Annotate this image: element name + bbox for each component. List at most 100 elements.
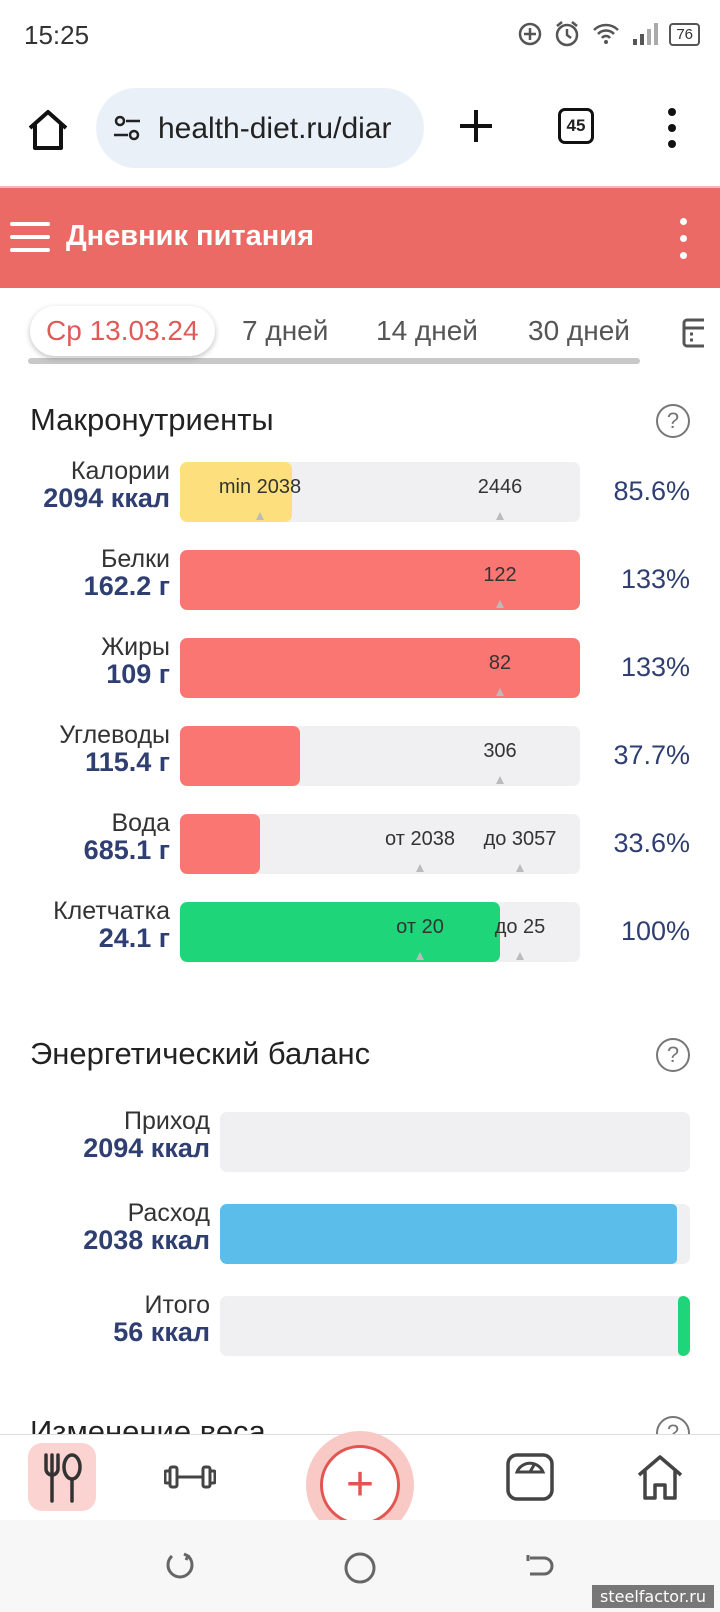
bottom-navigation: + xyxy=(0,1431,720,1539)
back-icon[interactable] xyxy=(522,1550,558,1586)
macro-row: Калории 2094 ккал min 2038 2446 85.6% xyxy=(0,457,720,522)
url-text: health-diet.ru/diar xyxy=(158,112,392,145)
add-entry-button[interactable]: + xyxy=(306,1431,414,1539)
wifi-icon xyxy=(593,23,620,44)
macro-name: Клетчатка xyxy=(53,897,170,925)
scale-icon xyxy=(506,1453,554,1501)
energy-row: Итого 56 ккал xyxy=(0,1292,720,1356)
macro-value: 2094 ккал xyxy=(43,483,170,513)
macro-percent: 33.6% xyxy=(613,828,690,858)
macro-value: 162.2 г xyxy=(83,571,170,601)
macros-help-icon[interactable]: ? xyxy=(656,404,690,438)
system-home-icon[interactable] xyxy=(342,1550,378,1586)
new-tab-icon[interactable] xyxy=(456,106,496,146)
energy-help-icon[interactable]: ? xyxy=(656,1038,690,1072)
hamburger-menu-icon[interactable] xyxy=(10,222,50,252)
macro-norm-mark: от 20 xyxy=(396,916,444,938)
macro-norm-tick xyxy=(496,600,504,608)
macro-norm-mark: 306 xyxy=(483,740,517,762)
browser-menu-icon[interactable] xyxy=(660,106,684,150)
energy-name: Приход xyxy=(124,1107,210,1135)
macro-name: Белки xyxy=(101,545,170,573)
home-icon xyxy=(637,1455,683,1500)
recents-icon[interactable] xyxy=(162,1550,198,1586)
macro-name: Углеводы xyxy=(59,721,170,749)
macro-norm-tick xyxy=(416,952,424,960)
macro-norm-tick xyxy=(496,776,504,784)
tab-14-days[interactable]: 14 дней xyxy=(376,315,478,346)
macro-progress-bar: 306 xyxy=(180,726,580,786)
energy-label: Итого 56 ккал xyxy=(113,1292,210,1346)
macro-norm-tick xyxy=(496,512,504,520)
energy-bar xyxy=(220,1204,690,1264)
tab-7-days[interactable]: 7 дней xyxy=(242,315,329,346)
energy-bar xyxy=(220,1296,690,1356)
macro-progress-fill xyxy=(180,902,500,962)
macro-norm-tick xyxy=(416,864,424,872)
app-header: Дневник питания xyxy=(0,186,720,288)
macro-row: Клетчатка 24.1 г от 20 до 25 100% xyxy=(0,897,720,962)
add-icon: + xyxy=(320,1445,400,1525)
watermark: steelfactor.ru xyxy=(592,1585,714,1608)
energy-name: Расход xyxy=(127,1199,210,1227)
macro-norm-mark: от 2038 xyxy=(385,828,455,850)
energy-row: Приход 2094 ккал xyxy=(0,1108,720,1172)
macro-norm-mark: до 25 xyxy=(494,916,546,938)
macro-name: Жиры xyxy=(101,633,170,661)
browser-toolbar: health-diet.ru/diar 45 xyxy=(0,82,720,182)
data-saver-icon xyxy=(519,22,542,46)
site-settings-icon[interactable] xyxy=(112,112,144,144)
energy-label: Приход 2094 ккал xyxy=(83,1108,210,1162)
macro-progress-bar: 122 xyxy=(180,550,580,610)
macro-norm-tick xyxy=(516,952,524,960)
macro-row: Углеводы 115.4 г 306 37.7% xyxy=(0,721,720,786)
status-bar: 15:25 76 xyxy=(0,0,720,72)
macro-progress-bar: min 2038 2446 xyxy=(180,462,580,522)
tabs-scrollbar xyxy=(28,358,640,364)
macro-value: 115.4 г xyxy=(85,747,170,777)
tab-switcher-button[interactable]: 45 xyxy=(558,108,594,144)
status-time: 15:25 xyxy=(24,20,90,50)
nav-food[interactable] xyxy=(28,1443,96,1511)
browser-home-icon[interactable] xyxy=(24,106,72,154)
macro-label: Жиры 109 г xyxy=(101,634,170,688)
calendar-icon[interactable] xyxy=(682,316,704,350)
system-navigation: steelfactor.ru xyxy=(0,1520,720,1612)
food-icon xyxy=(44,1453,82,1503)
dumbbell-icon xyxy=(164,1465,216,1489)
nav-home[interactable] xyxy=(626,1443,694,1511)
macro-norm-tick xyxy=(256,512,264,520)
energy-bar-fill xyxy=(220,1204,678,1264)
macro-progress-fill xyxy=(180,462,292,522)
nav-workouts[interactable] xyxy=(156,1443,224,1511)
energy-value: 2094 ккал xyxy=(83,1133,210,1163)
app-menu-icon[interactable] xyxy=(680,218,690,260)
address-bar[interactable]: health-diet.ru/diar xyxy=(96,88,424,168)
period-tabs: Ср 13.03.24 7 дней 14 дней 30 дней xyxy=(28,306,720,366)
macro-norm-mark: min 2038 xyxy=(218,476,302,498)
macro-row: Жиры 109 г 82 133% xyxy=(0,634,720,698)
battery-icon: 76 xyxy=(669,22,700,46)
tab-day[interactable]: Ср 13.03.24 xyxy=(30,306,215,356)
macro-name: Вода xyxy=(111,809,170,837)
signal-icon xyxy=(633,23,659,45)
macro-value: 24.1 г xyxy=(98,923,170,953)
macro-row: Вода 685.1 г от 2038 до 3057 33.6% xyxy=(0,809,720,874)
nav-weight[interactable] xyxy=(496,1443,564,1511)
macro-norm-tick xyxy=(496,688,504,696)
macro-percent: 37.7% xyxy=(613,740,690,770)
energy-value: 2038 ккал xyxy=(83,1225,210,1255)
macro-name: Калории xyxy=(70,457,170,485)
energy-bar xyxy=(220,1112,690,1172)
macro-label: Белки 162.2 г xyxy=(84,546,170,600)
macro-progress-bar: от 20 до 25 xyxy=(180,902,580,962)
macros-title: Макронутриенты xyxy=(30,402,274,437)
macro-percent: 100% xyxy=(620,916,690,946)
tab-30-days[interactable]: 30 дней xyxy=(528,315,630,346)
energy-row: Расход 2038 ккал xyxy=(0,1200,720,1264)
energy-label: Расход 2038 ккал xyxy=(83,1200,210,1254)
macro-progress-fill xyxy=(180,814,260,874)
macro-value: 685.1 г xyxy=(83,835,170,865)
page-title: Дневник питания xyxy=(66,220,314,252)
energy-bar-fill xyxy=(678,1296,690,1356)
